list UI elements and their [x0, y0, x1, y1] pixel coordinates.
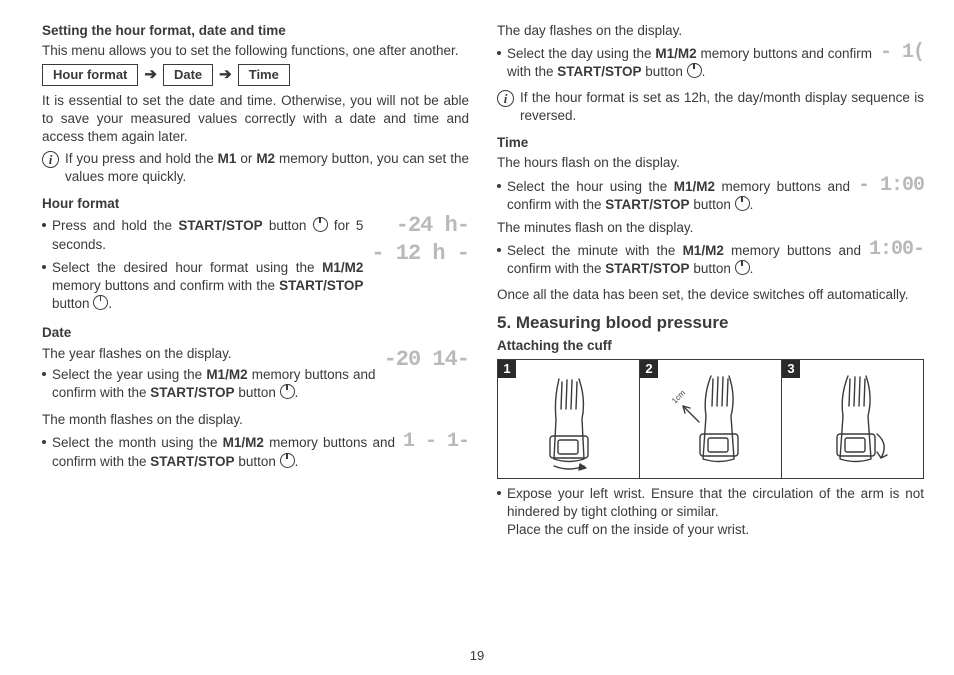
- done-text: Once all the data has been set, the devi…: [497, 286, 924, 304]
- svg-text:1cm: 1cm: [670, 388, 687, 405]
- bullet-expose-wrist: Expose your left wrist. Ensure that the …: [497, 485, 924, 540]
- bullet-text: Select the desired hour format using the…: [52, 259, 363, 314]
- date-heading: Date: [42, 324, 469, 342]
- hourformat-block: Press and hold the START/STOP button for…: [42, 215, 469, 318]
- section-measuring: 5. Measuring blood pressure: [497, 312, 924, 335]
- bullet-text: Select the month using the M1/M2 memory …: [52, 434, 395, 470]
- minute-block: Select the minute with the M1/M2 memory …: [497, 240, 924, 283]
- time-heading: Time: [497, 134, 924, 152]
- cuff-heading: Attaching the cuff: [497, 337, 924, 355]
- flow-box-date: Date: [163, 64, 213, 86]
- seg-hour: - 1:00: [858, 176, 924, 196]
- day-flashes-text: The day flashes on the display.: [497, 22, 924, 40]
- left-column: Setting the hour format, date and time T…: [42, 22, 469, 542]
- tip-text: If the hour format is set as 12h, the da…: [520, 89, 924, 125]
- power-icon: [687, 63, 702, 78]
- minute-flashes-text: The minutes flash on the display.: [497, 219, 924, 237]
- right-column: The day flashes on the display. Select t…: [497, 22, 924, 542]
- seg-day: - 1(: [880, 43, 924, 63]
- bullet-select-hour: Select the hour using the M1/M2 memory b…: [497, 178, 850, 217]
- panel-number: 2: [640, 360, 658, 378]
- arrow-icon: ➔: [219, 65, 232, 85]
- section-title: Setting the hour format, date and time: [42, 22, 469, 40]
- date-year-block: The year flashes on the display. Select …: [42, 345, 469, 408]
- intro-text: This menu allows you to set the followin…: [42, 42, 469, 60]
- bullet-select-format: Select the desired hour format using the…: [42, 259, 363, 317]
- bullet-text: Press and hold the START/STOP button for…: [52, 217, 363, 253]
- date-month-block: Select the month using the M1/M2 memory …: [42, 432, 469, 475]
- cuff-panel-3: 3: [782, 360, 923, 478]
- power-icon: [313, 217, 328, 232]
- info-icon: [497, 90, 514, 107]
- seg-12h: - 12 h -: [371, 243, 469, 265]
- seg-24h: -24 h-: [396, 215, 469, 237]
- bullet-text: Select the day using the M1/M2 memory bu…: [507, 45, 872, 81]
- flow-sequence: Hour format ➔ Date ➔ Time: [42, 64, 469, 86]
- page-root: Setting the hour format, date and time T…: [0, 0, 954, 554]
- info-icon: [42, 151, 59, 168]
- month-flashes-text: The month flashes on the display.: [42, 411, 469, 429]
- bullet-text: Select the hour using the M1/M2 memory b…: [507, 178, 850, 214]
- seg-year: -20 14-: [384, 345, 469, 371]
- power-icon: [280, 453, 295, 468]
- hourformat-heading: Hour format: [42, 195, 469, 213]
- panel-number: 3: [782, 360, 800, 378]
- tip-12h-reverse: If the hour format is set as 12h, the da…: [497, 89, 924, 128]
- power-icon: [735, 260, 750, 275]
- wrist-illustration-2: 1cm: [651, 364, 771, 474]
- page-number: 19: [0, 647, 954, 665]
- year-flashes-text: The year flashes on the display.: [42, 345, 376, 363]
- cuff-panel-1: 1: [498, 360, 640, 478]
- bullet-text: Select the minute with the M1/M2 memory …: [507, 242, 861, 278]
- bullet-press-hold: Press and hold the START/STOP button for…: [42, 217, 363, 256]
- panel-number: 1: [498, 360, 516, 378]
- bullet-select-month: Select the month using the M1/M2 memory …: [42, 434, 395, 473]
- hour-block: Select the hour using the M1/M2 memory b…: [497, 176, 924, 219]
- cuff-panel-2: 2 1cm: [640, 360, 782, 478]
- arrow-icon: ➔: [144, 65, 157, 85]
- display-hourformat: -24 h- - 12 h -: [371, 215, 469, 265]
- tip-hold-memory: If you press and hold the M1 or M2 memor…: [42, 150, 469, 189]
- wrist-illustration-1: [514, 364, 624, 474]
- seg-month: 1 - 1-: [403, 432, 469, 452]
- power-icon: [280, 384, 295, 399]
- flow-box-hourformat: Hour format: [42, 64, 138, 86]
- power-icon: [735, 196, 750, 211]
- day-block: Select the day using the M1/M2 memory bu…: [497, 43, 924, 86]
- power-icon: [93, 295, 108, 310]
- bullet-text: Select the year using the M1/M2 memory b…: [52, 366, 376, 402]
- bullet-select-minute: Select the minute with the M1/M2 memory …: [497, 242, 861, 281]
- bullet-select-day: Select the day using the M1/M2 memory bu…: [497, 45, 872, 84]
- essential-text: It is essential to set the date and time…: [42, 92, 469, 147]
- cuff-panels: 1 2: [497, 359, 924, 479]
- seg-minute: 1:00-: [869, 240, 924, 260]
- flow-box-time: Time: [238, 64, 290, 86]
- bullet-select-year: Select the year using the M1/M2 memory b…: [42, 366, 376, 405]
- hour-flashes-text: The hours flash on the display.: [497, 154, 924, 172]
- tip-text: If you press and hold the M1 or M2 memor…: [65, 150, 469, 186]
- wrist-illustration-3: [793, 364, 913, 474]
- bullet-text: Expose your left wrist. Ensure that the …: [507, 485, 924, 540]
